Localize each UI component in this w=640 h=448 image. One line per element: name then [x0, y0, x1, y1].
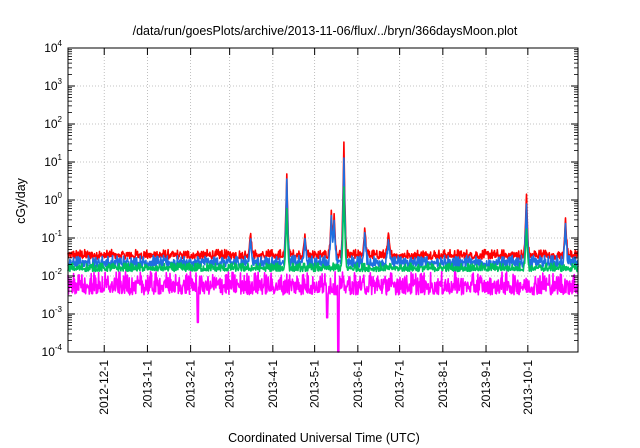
series-layer — [67, 141, 579, 353]
x-tick-label: 2013-4-1 — [266, 360, 280, 408]
series-line — [67, 141, 579, 260]
y-tick-label: 10-1 — [42, 229, 63, 245]
y-tick-label: 100 — [44, 191, 62, 207]
y-tick-label: 104 — [44, 39, 62, 55]
y-tick-label: 10-2 — [42, 267, 63, 283]
y-tick-label: 10-3 — [42, 305, 63, 321]
x-tick-label: 2013-3-1 — [223, 360, 237, 408]
x-axis-label: Coordinated Universal Time (UTC) — [228, 431, 420, 445]
y-tick-label: 101 — [44, 153, 62, 169]
y-tick-label: 10-4 — [42, 343, 63, 359]
chart-title: /data/run/goesPlots/archive/2013-11-06/f… — [133, 24, 518, 38]
series-line — [67, 157, 579, 268]
x-tick-label: 2013-8-1 — [436, 360, 450, 408]
series-line — [67, 270, 579, 353]
x-tick-label: 2013-1-1 — [140, 360, 154, 408]
x-tick-label: 2012-12-1 — [97, 360, 111, 415]
y-tick-label: 102 — [44, 115, 62, 131]
series-line — [67, 186, 579, 273]
x-tick-label: 2013-5-1 — [308, 360, 322, 408]
x-tick-label: 2013-9-1 — [479, 360, 493, 408]
x-tick-label: 2013-2-1 — [184, 360, 198, 408]
x-tick-label: 2013-10-1 — [521, 360, 535, 415]
y-tick-label: 103 — [44, 77, 62, 93]
ticks: 104 103 102 101 100 10-1 10-2 10-3 10-4 2012-12-1… — [42, 39, 578, 415]
x-tick-label: 2013-6-1 — [351, 360, 365, 408]
grid — [68, 48, 578, 352]
x-tick-label: 2013-7-1 — [393, 360, 407, 408]
y-axis-label: cGy/day — [14, 177, 28, 224]
